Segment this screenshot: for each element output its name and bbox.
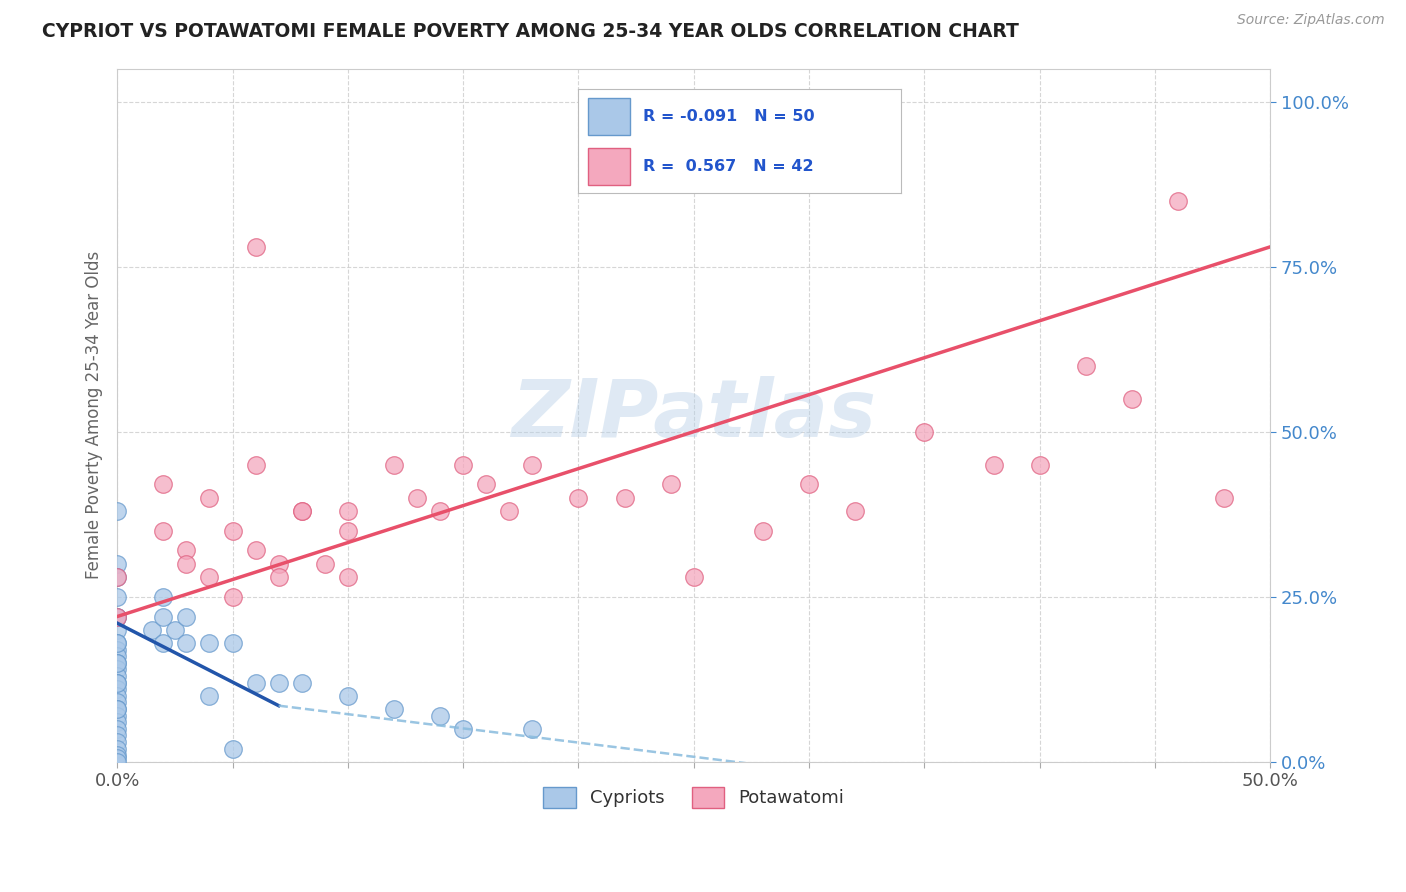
Point	[314, 557, 336, 571]
Point	[163, 623, 186, 637]
Point	[983, 458, 1005, 472]
Point	[245, 543, 267, 558]
Point	[522, 458, 544, 472]
Point	[406, 491, 429, 505]
Point	[221, 741, 243, 756]
Point	[152, 636, 174, 650]
Point	[682, 570, 704, 584]
Point	[105, 715, 128, 730]
Point	[176, 557, 198, 571]
Point	[105, 669, 128, 683]
Point	[105, 609, 128, 624]
Point	[105, 636, 128, 650]
Point	[267, 570, 290, 584]
Point	[429, 504, 451, 518]
Point	[1167, 194, 1189, 208]
Point	[105, 682, 128, 697]
Text: Source: ZipAtlas.com: Source: ZipAtlas.com	[1237, 13, 1385, 28]
Point	[291, 675, 314, 690]
Point	[105, 695, 128, 709]
Point	[267, 557, 290, 571]
Point	[105, 609, 128, 624]
Point	[1121, 392, 1143, 406]
Point	[245, 240, 267, 254]
Point	[336, 689, 359, 703]
Point	[105, 609, 128, 624]
Point	[291, 504, 314, 518]
Point	[451, 458, 474, 472]
Point	[105, 649, 128, 664]
Point	[475, 477, 498, 491]
Point	[498, 504, 520, 518]
Point	[105, 590, 128, 604]
Point	[105, 722, 128, 736]
Point	[105, 656, 128, 670]
Point	[176, 609, 198, 624]
Point	[198, 570, 221, 584]
Text: CYPRIOT VS POTAWATOMI FEMALE POVERTY AMONG 25-34 YEAR OLDS CORRELATION CHART: CYPRIOT VS POTAWATOMI FEMALE POVERTY AMO…	[42, 22, 1019, 41]
Y-axis label: Female Poverty Among 25-34 Year Olds: Female Poverty Among 25-34 Year Olds	[86, 251, 103, 579]
Point	[912, 425, 935, 439]
Point	[245, 458, 267, 472]
Point	[105, 675, 128, 690]
Point	[613, 491, 636, 505]
Point	[245, 675, 267, 690]
Point	[429, 708, 451, 723]
Point	[152, 477, 174, 491]
Point	[336, 570, 359, 584]
Point	[105, 748, 128, 763]
Legend: Cypriots, Potawatomi: Cypriots, Potawatomi	[536, 780, 852, 815]
Point	[451, 722, 474, 736]
Point	[105, 623, 128, 637]
Point	[105, 689, 128, 703]
Point	[105, 751, 128, 765]
Point	[141, 623, 163, 637]
Point	[1029, 458, 1052, 472]
Point	[291, 504, 314, 518]
Point	[105, 735, 128, 749]
Point	[797, 477, 820, 491]
Point	[221, 524, 243, 538]
Point	[221, 590, 243, 604]
Point	[1213, 491, 1236, 505]
Point	[105, 570, 128, 584]
Point	[267, 675, 290, 690]
Point	[752, 524, 775, 538]
Point	[221, 636, 243, 650]
Point	[1074, 359, 1097, 373]
Point	[105, 557, 128, 571]
Point	[176, 543, 198, 558]
Point	[105, 504, 128, 518]
Point	[152, 524, 174, 538]
Point	[336, 524, 359, 538]
Point	[105, 570, 128, 584]
Point	[105, 675, 128, 690]
Point	[522, 722, 544, 736]
Text: ZIPatlas: ZIPatlas	[512, 376, 876, 454]
Point	[105, 741, 128, 756]
Point	[105, 728, 128, 742]
Point	[152, 609, 174, 624]
Point	[198, 689, 221, 703]
Point	[176, 636, 198, 650]
Point	[105, 708, 128, 723]
Point	[382, 702, 405, 716]
Point	[198, 636, 221, 650]
Point	[105, 662, 128, 676]
Point	[659, 477, 682, 491]
Point	[382, 458, 405, 472]
Point	[105, 702, 128, 716]
Point	[198, 491, 221, 505]
Point	[105, 755, 128, 769]
Point	[105, 642, 128, 657]
Point	[152, 590, 174, 604]
Point	[567, 491, 589, 505]
Point	[105, 636, 128, 650]
Point	[105, 656, 128, 670]
Point	[336, 504, 359, 518]
Point	[844, 504, 866, 518]
Point	[105, 702, 128, 716]
